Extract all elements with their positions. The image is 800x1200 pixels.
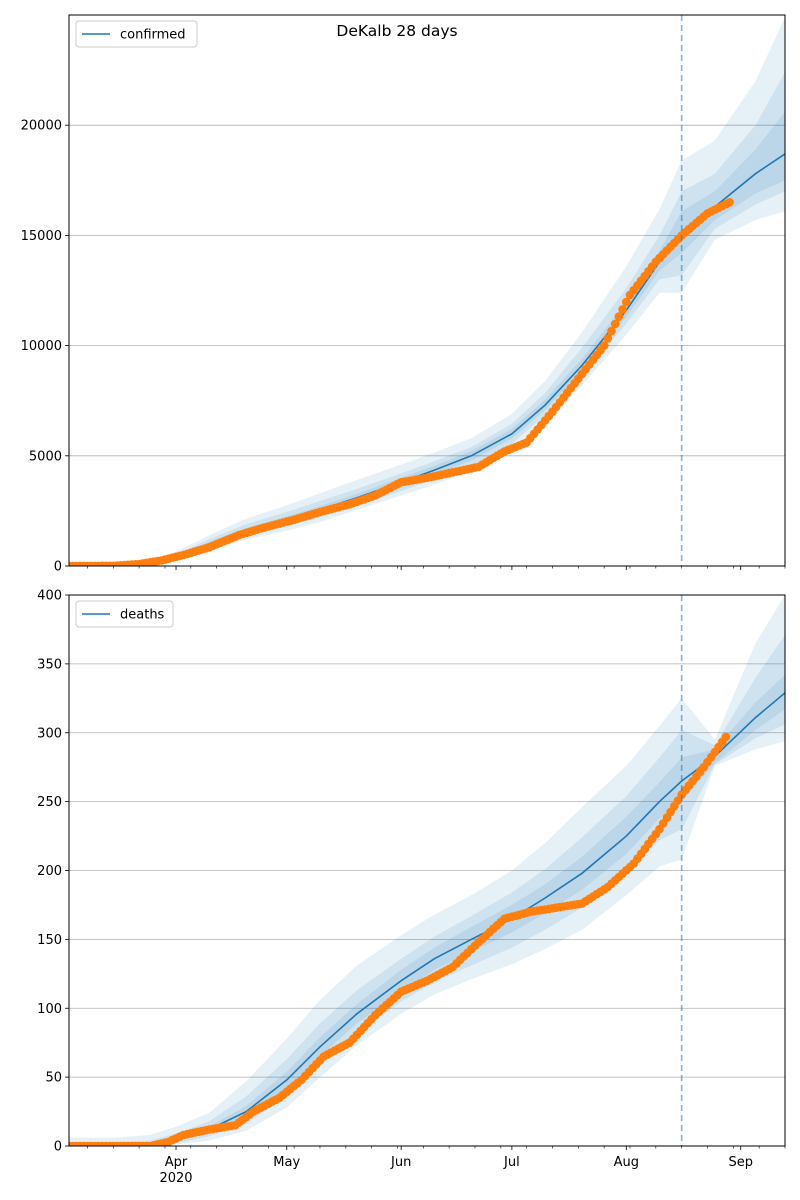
y-tick-label: 50 xyxy=(45,1071,62,1086)
y-tick-label: 0 xyxy=(54,1140,62,1155)
x-tick-sublabel: 2020 xyxy=(159,1171,192,1186)
y-tick-label: 150 xyxy=(37,933,62,948)
legend-box xyxy=(75,20,198,48)
observed-point xyxy=(622,297,631,307)
y-tick-label: 200 xyxy=(37,864,62,879)
y-tick-label: 15000 xyxy=(21,229,62,244)
x-tick-label: May xyxy=(273,1155,300,1170)
y-tick-label: 0 xyxy=(54,560,62,575)
observed-point xyxy=(618,305,627,314)
x-tick-label: Apr xyxy=(165,1155,188,1170)
y-tick-label: 100 xyxy=(37,1002,62,1017)
legend: confirmed xyxy=(75,20,198,48)
x-tick-label: Sep xyxy=(728,1155,753,1170)
y-tick-label: 250 xyxy=(37,795,62,810)
observed-point xyxy=(614,312,624,321)
plot-area xyxy=(69,595,785,1146)
observed-point xyxy=(721,732,731,742)
figure-title: DeKalb 28 days xyxy=(336,22,457,40)
y-tick-label: 300 xyxy=(37,726,62,741)
y-tick-label: 5000 xyxy=(29,449,62,464)
observed-point xyxy=(599,341,609,350)
observed-point xyxy=(607,326,616,336)
legend: deaths xyxy=(75,600,174,628)
axes-frame xyxy=(68,14,786,567)
confirmed-panel: 0 5000 10000 15000 20000 confirmed xyxy=(21,14,786,575)
uncertainty-band-middle xyxy=(69,72,785,566)
uncertainty-band-outer xyxy=(69,595,785,1146)
x-tick-label: Aug xyxy=(614,1155,639,1170)
observed-point xyxy=(610,319,620,329)
observed-series xyxy=(69,732,731,1146)
y-tick-label: 350 xyxy=(37,657,62,672)
y-tick-label: 400 xyxy=(37,589,62,604)
observed-point xyxy=(603,334,613,343)
legend-label: confirmed xyxy=(120,28,186,43)
x-tick-label: Jun xyxy=(390,1155,411,1170)
observed-series xyxy=(69,198,734,566)
legend-label: deaths xyxy=(120,608,165,623)
uncertainty-band-outer xyxy=(69,17,785,566)
observed-point xyxy=(725,198,734,207)
plot-area xyxy=(69,17,785,566)
legend-box xyxy=(75,600,174,628)
y-tick-label: 10000 xyxy=(21,339,62,354)
y-tick-label: 20000 xyxy=(21,119,62,134)
x-tick-label: Jul xyxy=(503,1155,520,1170)
